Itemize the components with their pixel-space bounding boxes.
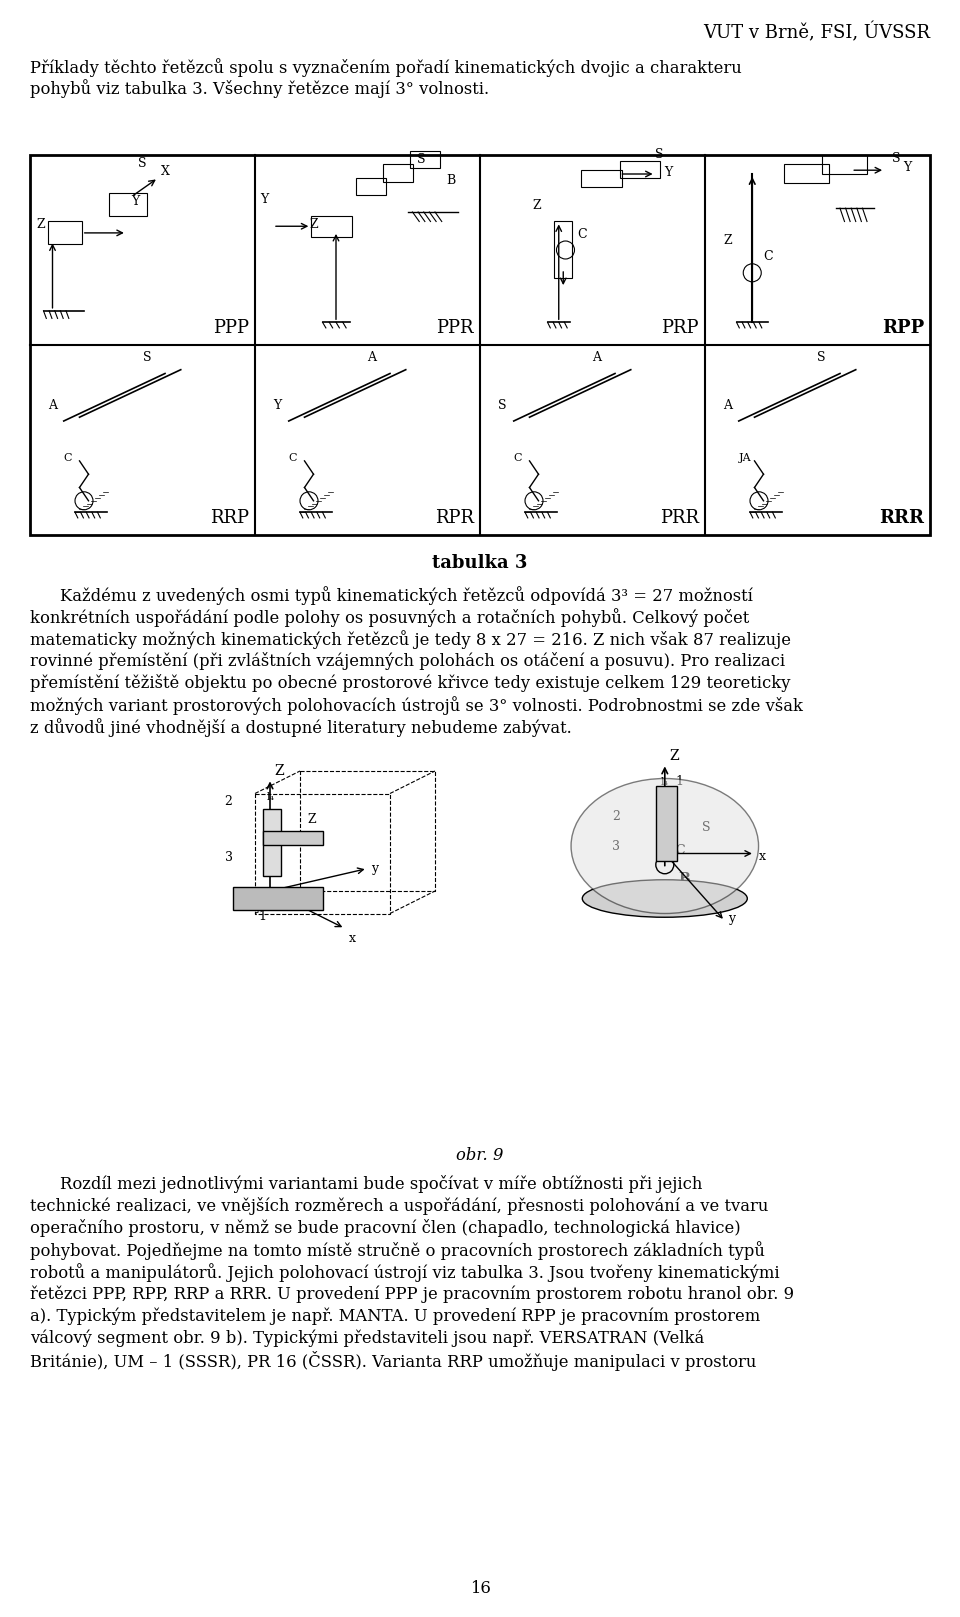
Bar (410, 152, 440, 168)
Text: S: S (138, 157, 147, 170)
Bar (262, 831, 323, 844)
Text: Y: Y (273, 398, 281, 411)
Bar (356, 178, 386, 196)
Bar (232, 888, 323, 910)
Bar (783, 165, 828, 183)
Text: PRR: PRR (660, 509, 699, 527)
Text: C: C (763, 251, 773, 264)
Text: PPP: PPP (213, 319, 249, 336)
Text: 3: 3 (225, 851, 232, 863)
Text: 16: 16 (469, 1580, 491, 1598)
Text: Y: Y (132, 196, 139, 209)
Text: 1: 1 (676, 775, 684, 787)
Text: operačního prostoru, v němž se bude pracovní člen (chapadlo, technologická hlavi: operačního prostoru, v němž se bude prac… (30, 1219, 740, 1237)
Text: y: y (372, 862, 378, 875)
Ellipse shape (571, 778, 758, 914)
Bar (656, 786, 677, 860)
Text: 2: 2 (225, 794, 232, 807)
Text: S: S (417, 154, 425, 167)
Text: 1: 1 (258, 910, 267, 923)
Text: PRP: PRP (661, 319, 699, 336)
Text: S: S (818, 351, 826, 364)
Text: x: x (348, 933, 356, 946)
Text: S: S (892, 152, 900, 165)
Text: Z: Z (307, 813, 316, 826)
Text: řetězci PPP, RPP, RRP a RRR. U provedení PPP je pracovním prostorem robotu hrano: řetězci PPP, RPP, RRP a RRR. U provedení… (30, 1286, 794, 1303)
Text: pohybů viz tabulka 3. Všechny řetězce mají 3° volnosti.: pohybů viz tabulka 3. Všechny řetězce ma… (30, 79, 490, 99)
Bar (554, 222, 572, 278)
Text: přemístění těžiště objektu po obecné prostorové křivce tedy existuje celkem 129 : přemístění těžiště objektu po obecné pro… (30, 674, 790, 692)
Text: Z: Z (36, 218, 45, 231)
Text: Z: Z (274, 763, 283, 778)
Text: Z: Z (309, 218, 318, 231)
Text: robotů a manipulátorů. Jejich polohovací ústrojí viz tabulka 3. Jsou tvořeny kin: robotů a manipulátorů. Jejich polohovací… (30, 1263, 780, 1282)
Text: RRR: RRR (879, 509, 924, 527)
Text: S: S (703, 821, 710, 834)
Bar (60, 690, 900, 1121)
Text: pohybovat. Pojedňejme na tomto místě stručně o pracovních prostorech základních : pohybovat. Pojedňejme na tomto místě str… (30, 1240, 765, 1260)
Text: JA: JA (739, 453, 752, 462)
Text: S: S (307, 831, 316, 844)
Text: válcový segment obr. 9 b). Typickými představiteli jsou např. VERSATRAN (Velká: válcový segment obr. 9 b). Typickými pře… (30, 1329, 705, 1347)
Text: Y: Y (260, 194, 269, 207)
Text: Příklady těchto řetězců spolu s vyznačením pořadí kinematických dvojic a charakt: Příklady těchto řetězců spolu s vyznačen… (30, 58, 742, 78)
Text: Každému z uvedených osmi typů kinematických řetězců odpovídá 3³ = 27 možností: Každému z uvedených osmi typů kinematick… (60, 585, 753, 605)
Bar (619, 160, 660, 178)
Text: obr. 9: obr. 9 (456, 1146, 504, 1164)
Text: Z: Z (724, 234, 732, 247)
Text: rovinné přemístění (při zvláštních vzájemných polohách os otáčení a posuvu). Pro: rovinné přemístění (při zvláštních vzáje… (30, 652, 785, 669)
Text: C: C (675, 844, 684, 857)
Bar (383, 165, 413, 181)
Text: tabulka 3: tabulka 3 (432, 555, 528, 572)
Bar (30, 155, 930, 535)
Bar (311, 215, 351, 236)
Text: X: X (160, 165, 169, 178)
Text: VUT v Brně, FSI, ÚVSSR: VUT v Brně, FSI, ÚVSSR (703, 23, 930, 42)
Text: 2: 2 (612, 810, 620, 823)
Text: Z: Z (670, 749, 680, 763)
Text: Z: Z (532, 199, 540, 212)
Text: A: A (368, 351, 376, 364)
Bar (262, 808, 281, 876)
Text: a). Typickým představitelem je např. MANTA. U provedení RPP je pracovním prostor: a). Typickým představitelem je např. MAN… (30, 1307, 760, 1324)
Text: PPR: PPR (437, 319, 474, 336)
Text: l₄: l₄ (661, 778, 669, 787)
Text: matematicky možných kinematických řetězců je tedy 8 x 27 = 216. Z nich však 87 r: matematicky možných kinematických řetězc… (30, 631, 791, 648)
Text: A: A (723, 398, 732, 411)
Text: A: A (592, 351, 602, 364)
Bar (48, 222, 82, 244)
Text: konkrétních uspořádání podle polohy os posuvných a rotačních pohybů. Celkový poč: konkrétních uspořádání podle polohy os p… (30, 608, 749, 627)
Text: 3: 3 (612, 839, 620, 852)
Ellipse shape (583, 880, 747, 917)
Text: Rozdíl mezi jednotlivými variantami bude spočívat v míře obtížnosti při jejich: Rozdíl mezi jednotlivými variantami bude… (60, 1176, 703, 1193)
Text: y: y (729, 912, 735, 925)
Text: l₄: l₄ (266, 792, 275, 802)
Text: z důvodů jiné vhodnější a dostupné literatury nebudeme zabývat.: z důvodů jiné vhodnější a dostupné liter… (30, 718, 572, 737)
Text: C: C (514, 453, 522, 462)
Text: RRP: RRP (210, 509, 249, 527)
Text: možných variant prostorových polohovacích ústrojů se 3° volnosti. Podrobnostmi s: možných variant prostorových polohovacíc… (30, 695, 803, 715)
Bar (581, 170, 622, 188)
Text: Y: Y (664, 165, 673, 178)
Text: RPR: RPR (435, 509, 474, 527)
Text: C: C (289, 453, 298, 462)
Text: B: B (679, 872, 690, 886)
Text: A: A (48, 398, 57, 411)
Bar (108, 192, 147, 215)
Text: S: S (656, 147, 664, 160)
Text: RPP: RPP (881, 319, 924, 336)
Text: A: A (281, 888, 292, 901)
Text: C: C (577, 228, 587, 241)
Text: C: C (63, 453, 72, 462)
Text: Y: Y (903, 162, 911, 175)
Text: B: B (446, 175, 455, 188)
Text: technické realizaci, ve vnějších rozměrech a uspořádání, přesnosti polohování a : technické realizaci, ve vnějších rozměre… (30, 1197, 768, 1214)
Bar (822, 155, 867, 175)
Text: S: S (498, 398, 507, 411)
Text: Británie), UM – 1 (SSSR), PR 16 (ČSSR). Varianta RRP umožňuje manipulaci v prost: Británie), UM – 1 (SSSR), PR 16 (ČSSR). … (30, 1350, 756, 1371)
Text: S: S (142, 351, 151, 364)
Text: x: x (758, 851, 765, 863)
